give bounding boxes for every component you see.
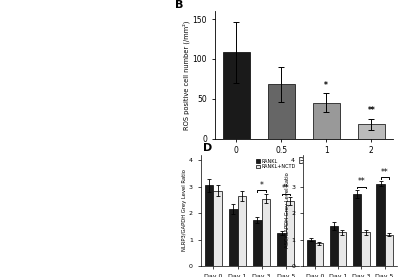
Bar [229,209,237,266]
Text: **: ** [358,177,365,186]
Text: D: D [203,143,212,153]
Bar [330,226,338,266]
Y-axis label: NLRP3/GAPDH Grey Level Ratio: NLRP3/GAPDH Grey Level Ratio [182,170,188,252]
Bar [361,232,370,266]
Bar [253,220,262,266]
Text: B: B [175,0,184,10]
Bar [213,191,222,266]
Legend: RANKL, RANKL+NCTD: RANKL, RANKL+NCTD [255,158,296,170]
Bar [353,194,361,266]
Bar [277,233,286,266]
Text: *: * [260,181,263,190]
Bar [237,196,246,266]
Y-axis label: ROS positive cell number (/mm²): ROS positive cell number (/mm²) [182,20,190,130]
Bar [315,243,323,266]
Bar [268,84,295,138]
Bar [307,240,315,266]
Bar [205,186,213,266]
Y-axis label: ASC/GAPDH Grey Level Ratio: ASC/GAPDH Grey Level Ratio [285,173,290,248]
Bar [286,201,294,266]
Bar [385,235,393,266]
X-axis label: NCTD (μM): NCTD (μM) [283,157,324,166]
Bar [358,124,385,138]
Text: *: * [324,81,328,90]
Bar [223,52,250,138]
Bar [338,232,346,266]
Text: **: ** [367,106,375,116]
Bar [313,103,340,138]
Bar [262,199,270,266]
Text: **: ** [282,184,290,193]
Text: **: ** [381,168,389,177]
Bar [377,184,385,266]
